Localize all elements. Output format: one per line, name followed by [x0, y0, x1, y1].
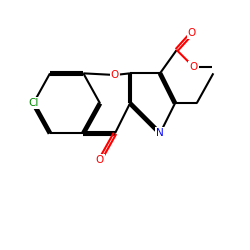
Text: O: O: [188, 28, 196, 38]
Text: Cl: Cl: [28, 98, 38, 108]
Text: O: O: [111, 70, 119, 80]
Text: O: O: [189, 62, 198, 72]
Text: O: O: [96, 155, 104, 165]
Text: N: N: [156, 128, 164, 138]
